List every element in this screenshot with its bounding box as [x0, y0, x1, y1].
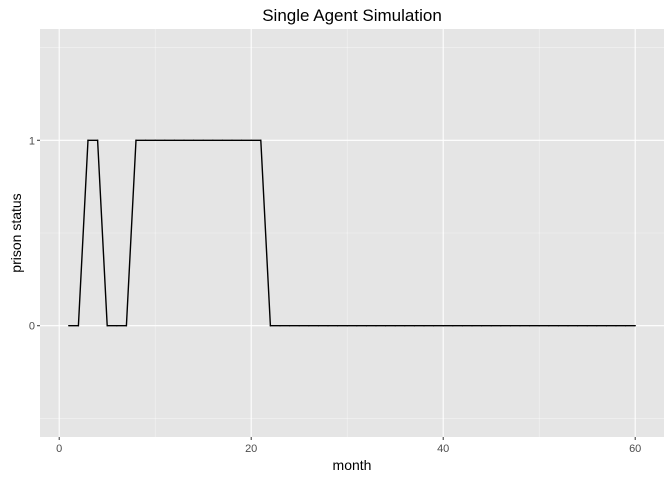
data-point: [144, 139, 147, 141]
data-point: [116, 325, 118, 327]
y-axis-title: prison status: [8, 193, 24, 272]
data-point: [183, 139, 185, 141]
data-point: [202, 139, 204, 141]
y-tick-label: 1: [29, 135, 35, 147]
data-point: [240, 139, 243, 141]
data-point: [327, 325, 329, 327]
data-point: [336, 325, 339, 327]
data-point: [279, 325, 281, 327]
y-axis: 01: [29, 135, 40, 333]
data-point: [68, 325, 70, 327]
x-tick-label: 20: [245, 443, 257, 455]
data-point: [576, 325, 579, 327]
data-point: [135, 139, 137, 141]
data-point: [509, 325, 512, 327]
data-point: [231, 139, 233, 141]
data-point: [615, 325, 617, 327]
data-point: [317, 325, 320, 327]
data-point: [269, 325, 272, 327]
x-axis-title: month: [333, 457, 372, 473]
data-point: [298, 325, 300, 327]
data-point: [596, 325, 598, 327]
data-point: [413, 325, 416, 327]
data-point: [221, 139, 224, 141]
data-point: [394, 325, 396, 327]
data-point: [500, 325, 502, 327]
data-point: [192, 139, 195, 141]
data-point: [308, 325, 310, 327]
y-tick-label: 0: [29, 321, 35, 333]
data-point: [250, 139, 252, 141]
data-point: [605, 325, 608, 327]
data-point: [557, 325, 560, 327]
data-point: [164, 139, 166, 141]
data-point: [452, 325, 454, 327]
x-tick-label: 0: [56, 443, 62, 455]
data-point: [212, 139, 214, 141]
data-point: [77, 325, 80, 327]
data-point: [87, 139, 89, 141]
series-layer: [68, 139, 636, 327]
x-axis: 0 20 40 60: [56, 437, 641, 455]
x-tick-label: 60: [629, 443, 641, 455]
data-point: [548, 325, 550, 327]
x-tick-label: 40: [437, 443, 449, 455]
data-point: [288, 325, 291, 327]
data-point: [471, 325, 473, 327]
data-point: [432, 325, 435, 327]
data-point: [519, 325, 521, 327]
data-point: [423, 325, 425, 327]
data-point: [461, 325, 464, 327]
data-point: [586, 325, 588, 327]
data-point: [154, 139, 156, 141]
data-point: [125, 325, 128, 327]
data-point: [442, 325, 444, 327]
data-point: [404, 325, 406, 327]
series-line: [68, 139, 636, 327]
data-point: [96, 139, 99, 141]
data-point: [173, 139, 176, 141]
data-point: [106, 325, 108, 327]
data-point: [567, 325, 569, 327]
data-point: [634, 325, 636, 327]
data-point: [480, 325, 483, 327]
data-point: [384, 325, 387, 327]
data-point: [375, 325, 377, 327]
minor-gridlines: [40, 29, 664, 437]
data-point: [260, 139, 262, 141]
chart-title: Single Agent Simulation: [262, 6, 442, 25]
data-point: [528, 325, 531, 327]
data-point: [624, 325, 627, 327]
data-point: [538, 325, 540, 327]
data-point: [365, 325, 368, 327]
data-point: [490, 325, 492, 327]
data-point: [356, 325, 358, 327]
data-point: [346, 325, 348, 327]
